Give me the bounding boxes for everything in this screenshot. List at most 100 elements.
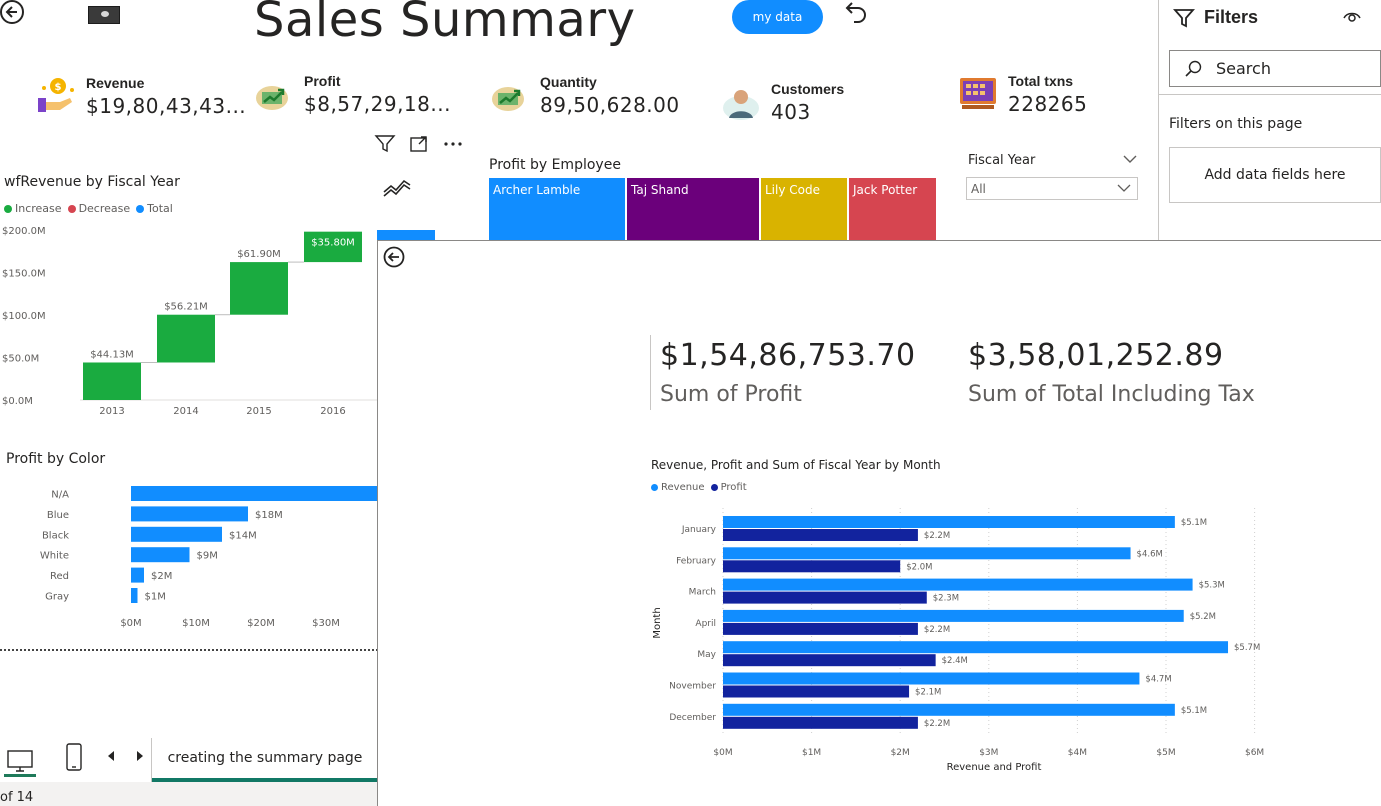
sum-of-profit-label: Sum of Profit [660, 382, 802, 407]
back-arrow-icon[interactable] [0, 0, 24, 24]
focus-mode-icon[interactable] [408, 134, 430, 154]
undo-icon[interactable] [840, 0, 870, 28]
category-label: Black [42, 530, 69, 541]
bar-revenue [723, 672, 1140, 685]
more-options-icon[interactable] [442, 134, 464, 154]
treemap-cell[interactable]: Taj Shand [627, 178, 759, 242]
add-data-fields-well[interactable]: Add data fields here [1169, 147, 1381, 203]
legend-item[interactable]: Increase [4, 202, 62, 215]
cash-register-icon [958, 74, 998, 114]
category-label: January [681, 525, 717, 535]
data-label: $2.0M [906, 562, 932, 572]
category-label: Red [50, 571, 69, 582]
x-tick-label: $30M [312, 618, 340, 629]
category-label: Blue [47, 510, 69, 521]
mobile-view-icon[interactable] [64, 742, 84, 772]
bar-revenue [723, 578, 1193, 591]
y-tick-label: $150.0M [2, 269, 46, 280]
category-label: White [40, 551, 69, 562]
kpi-label: Profit [304, 73, 341, 89]
bar-revenue [723, 547, 1131, 560]
kpi-value: $19,80,43,43... [86, 94, 247, 118]
category-label: March [689, 588, 716, 598]
filter-icon[interactable] [374, 134, 396, 154]
legend-swatch [651, 484, 658, 491]
legend-swatch [4, 205, 12, 213]
kpi-value: 89,50,628.00 [540, 93, 680, 117]
legend-item[interactable]: Profit [710, 482, 747, 493]
chevron-down-icon[interactable] [1122, 152, 1138, 166]
x-tick-label: 2015 [246, 406, 271, 417]
legend-item[interactable]: Revenue [651, 482, 705, 493]
x-tick-label: $10M [182, 618, 210, 629]
profit-by-color-chart: N/A Blue $18M Black $14M White $9M Red $2M Gray $1… [40, 486, 378, 629]
x-tick-label: $4M [1068, 748, 1087, 758]
bar [131, 506, 248, 522]
treemap-cell[interactable]: Lily Code [761, 178, 847, 242]
y-tick-label: $100.0M [2, 311, 46, 322]
profit-by-employee-treemap: Archer Lamble Taj Shand Lily Code Jack P… [489, 178, 936, 242]
desktop-view-icon[interactable] [6, 744, 34, 776]
sum-of-profit-value: $1,54,86,753.70 [660, 338, 916, 373]
my-data-button[interactable]: my data [732, 0, 823, 34]
data-label: $56.21M [164, 302, 208, 313]
x-tick-label: $3M [979, 748, 998, 758]
category-label: December [669, 713, 716, 723]
data-label: $4.7M [1145, 675, 1171, 685]
treemap-cell-label: Archer Lamble [493, 183, 581, 197]
category-label: November [669, 682, 716, 692]
data-label: $5.7M [1234, 643, 1260, 653]
back-arrow-icon[interactable] [383, 246, 405, 268]
category-label: N/A [51, 490, 69, 501]
kpi-profit: Profit $8,57,29,18... [254, 70, 454, 122]
page-tab-active[interactable]: creating the summary page [152, 738, 378, 782]
y-tick-label: $50.0M [2, 354, 39, 365]
x-tick-label: $0M [713, 748, 732, 758]
data-label: $1M [145, 592, 166, 603]
previous-page-icon[interactable] [106, 750, 116, 762]
bar-profit [723, 716, 918, 729]
active-view-indicator [4, 774, 36, 777]
profit-by-employee-title: Profit by Employee [489, 157, 621, 173]
x-tick-label: 2014 [173, 406, 198, 417]
fiscal-year-dropdown[interactable]: All [966, 177, 1138, 200]
category-label: Gray [45, 592, 69, 603]
kpi-revenue: $ Revenue $19,80,43,43... [36, 72, 246, 124]
y-tick-label: $0.0M [2, 396, 33, 407]
treemap-cell[interactable]: Jack Potter [849, 178, 936, 242]
data-label: $14M [229, 530, 257, 541]
filters-search-input[interactable]: Search [1169, 50, 1381, 87]
data-label: $2.2M [924, 719, 950, 729]
divider [1158, 94, 1381, 95]
bar-revenue [723, 516, 1175, 528]
x-tick-label: $2M [891, 748, 910, 758]
data-label: $9M [197, 551, 218, 562]
waterfall-bar [230, 262, 288, 315]
x-axis-title: Revenue and Profit [947, 762, 1042, 773]
filters-section-title: Filters on this page [1169, 116, 1303, 132]
legend-label: Profit [720, 482, 747, 493]
legend-item[interactable]: Total [136, 202, 173, 215]
bar [131, 526, 222, 542]
profit-by-color-title: Profit by Color [6, 451, 106, 467]
kpi-label: Total txns [1008, 73, 1074, 89]
company-logo [88, 6, 120, 24]
next-page-icon[interactable] [135, 750, 145, 762]
legend-item[interactable]: Decrease [67, 202, 130, 215]
bar-profit [723, 591, 927, 604]
filter-icon [1173, 9, 1195, 28]
eye-icon[interactable] [1342, 8, 1362, 24]
kpi-label: Quantity [540, 74, 597, 90]
bar [131, 547, 190, 563]
data-label: $44.13M [90, 349, 134, 360]
data-label: $2.2M [924, 531, 950, 541]
x-tick-label: $5M [1156, 748, 1175, 758]
data-label: $4.6M [1137, 549, 1163, 559]
treemap-cell[interactable]: Archer Lamble [489, 178, 625, 242]
legend-label: Revenue [661, 482, 705, 493]
revenue-hand-coin-icon: $ [36, 76, 76, 116]
trend-line-icon[interactable] [382, 172, 412, 198]
kpi-value: 228265 [1008, 92, 1088, 116]
treemap-cell-label: Jack Potter [853, 183, 918, 197]
data-label: $2M [151, 571, 172, 582]
